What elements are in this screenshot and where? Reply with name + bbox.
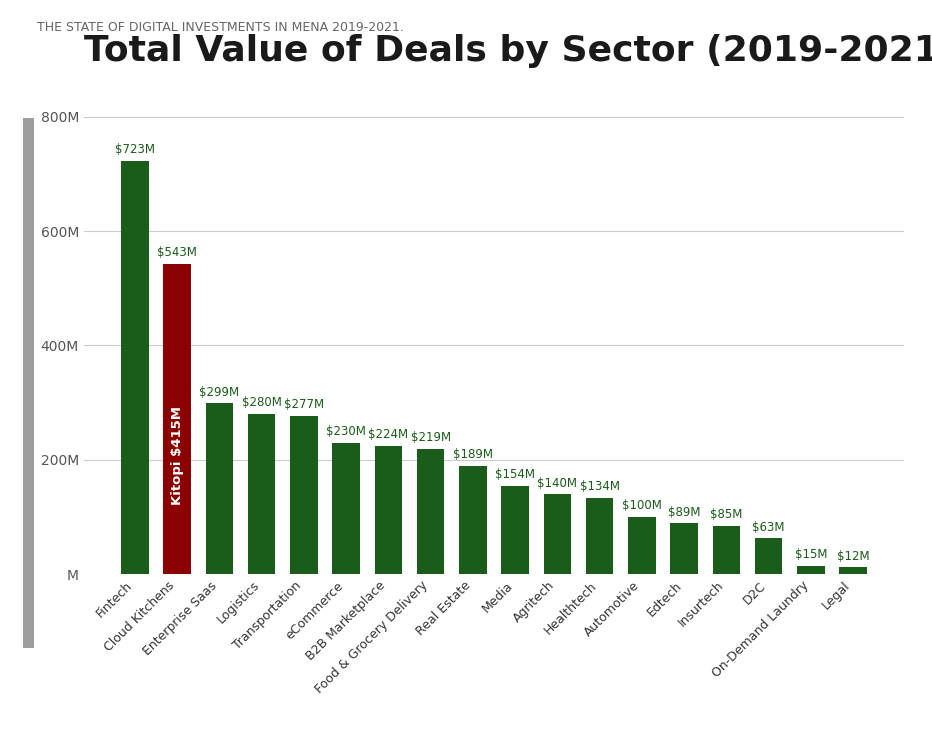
Text: $12M: $12M [837, 550, 870, 562]
Text: $140M: $140M [538, 476, 577, 489]
Text: $134M: $134M [580, 480, 620, 493]
Text: $230M: $230M [326, 425, 366, 438]
Text: $15M: $15M [795, 548, 827, 561]
Bar [586, 498, 613, 574]
Text: $299M: $299M [199, 386, 240, 399]
Bar [206, 403, 233, 574]
Text: $100M: $100M [622, 499, 662, 512]
Bar [670, 523, 698, 574]
Bar [501, 486, 528, 574]
Text: $85M: $85M [710, 508, 743, 521]
Bar [713, 526, 740, 574]
Text: $154M: $154M [495, 469, 535, 481]
Bar [459, 466, 487, 574]
Bar [375, 446, 402, 574]
Bar [163, 263, 191, 574]
Text: Total Value of Deals by Sector (2019-2021): Total Value of Deals by Sector (2019-202… [84, 34, 932, 68]
Bar [797, 565, 825, 574]
Bar [840, 567, 867, 574]
Text: $189M: $189M [453, 448, 493, 461]
Text: $63M: $63M [752, 520, 785, 534]
Text: $543M: $543M [158, 247, 197, 259]
Text: $89M: $89M [668, 506, 700, 519]
Text: Kitopi $415M: Kitopi $415M [171, 406, 184, 505]
Bar [628, 517, 655, 574]
Bar [755, 538, 782, 574]
Text: $277M: $277M [284, 398, 324, 411]
Text: $723M: $723M [115, 144, 155, 156]
Text: $280M: $280M [241, 397, 281, 409]
Bar [333, 442, 360, 574]
Text: $219M: $219M [410, 431, 451, 445]
Text: $224M: $224M [368, 428, 408, 442]
Bar [290, 416, 318, 574]
Bar [248, 414, 275, 574]
Bar [417, 449, 445, 574]
Text: THE STATE OF DIGITAL INVESTMENTS IN MENA 2019-2021.: THE STATE OF DIGITAL INVESTMENTS IN MENA… [37, 21, 404, 34]
Bar [121, 161, 148, 574]
Bar [543, 494, 571, 574]
